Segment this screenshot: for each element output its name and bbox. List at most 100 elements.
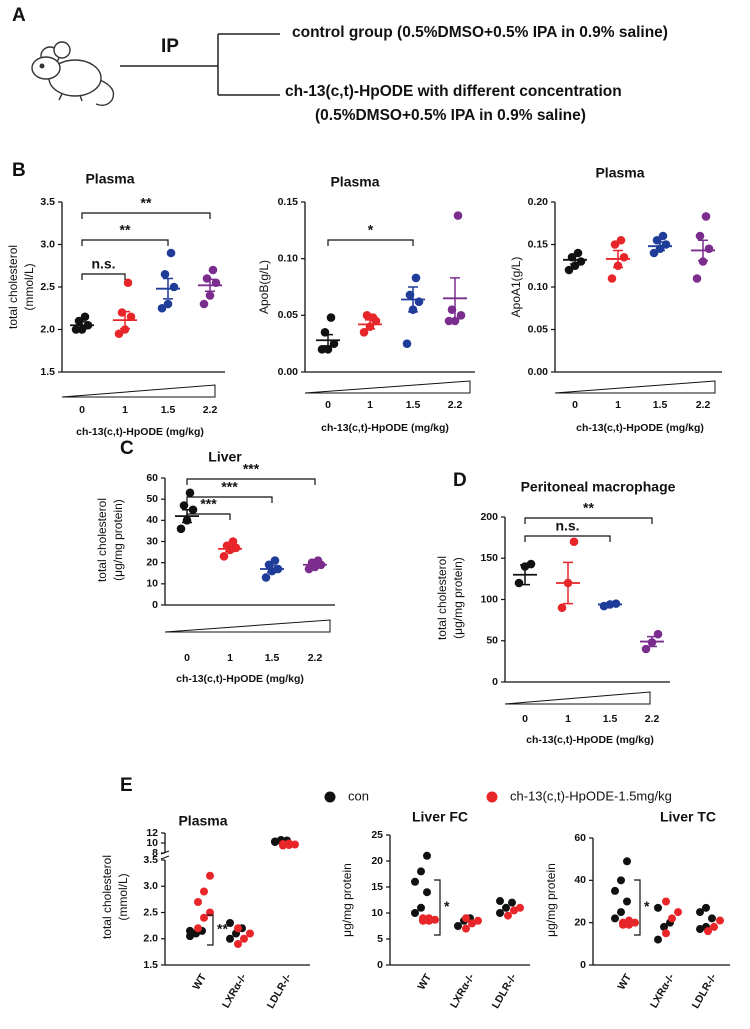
y-axis-label: total cholesterol bbox=[435, 556, 449, 640]
significance-label: ** bbox=[583, 500, 594, 516]
data-point bbox=[188, 505, 198, 515]
route-label: IP bbox=[161, 36, 179, 57]
data-point bbox=[660, 922, 668, 931]
panel-label: B bbox=[12, 160, 26, 181]
data-point bbox=[199, 299, 209, 309]
error-bar bbox=[450, 277, 460, 320]
error-bar bbox=[310, 561, 320, 568]
data-point bbox=[359, 328, 369, 337]
chart-title: Plasma bbox=[330, 174, 379, 190]
significance-bracket bbox=[186, 513, 231, 520]
y-axis-label: (mmol/L) bbox=[116, 873, 130, 920]
y-tick-label: 3.0 bbox=[40, 238, 55, 250]
x-tick-label: LDLR-/- bbox=[490, 971, 520, 1010]
y-tick-label: 1.5 bbox=[40, 366, 55, 378]
data-point bbox=[496, 909, 504, 917]
data-point bbox=[654, 935, 662, 944]
data-point bbox=[496, 897, 504, 906]
data-point bbox=[631, 918, 639, 927]
significance-bracket bbox=[327, 239, 414, 246]
y-tick-label: 12 bbox=[146, 827, 158, 839]
data-point bbox=[166, 248, 176, 258]
y-axis-label: (μg/mg protein) bbox=[111, 499, 125, 581]
y-tick-label: 0.10 bbox=[278, 252, 299, 264]
data-point bbox=[701, 212, 711, 221]
significance-label: * bbox=[644, 898, 650, 914]
data-point bbox=[623, 897, 631, 906]
data-point bbox=[80, 312, 90, 322]
y-tick-label: 60 bbox=[574, 832, 586, 844]
data-point bbox=[696, 925, 704, 934]
significance-bracket bbox=[81, 273, 126, 280]
data-point bbox=[194, 898, 202, 906]
significance-label: * bbox=[444, 898, 450, 914]
y-tick-label: 0.10 bbox=[528, 281, 549, 293]
data-point bbox=[160, 269, 170, 279]
chart-title: Liver TC bbox=[660, 809, 716, 825]
data-point bbox=[616, 235, 626, 245]
data-point bbox=[200, 913, 208, 922]
data-point bbox=[617, 908, 625, 917]
data-point bbox=[157, 303, 167, 313]
x-tick-label: 1.5 bbox=[265, 652, 280, 664]
significance-bracket bbox=[524, 535, 611, 542]
data-point bbox=[668, 914, 676, 923]
x-tick-label: 0 bbox=[325, 399, 331, 411]
data-point bbox=[431, 915, 439, 924]
error-bar bbox=[698, 239, 708, 262]
x-tick-label: LXRα-/- bbox=[448, 971, 477, 1010]
y-axis-label: total cholesterol bbox=[100, 855, 114, 939]
x-tick-label: 1.5 bbox=[603, 713, 618, 725]
y-tick-label: 0 bbox=[580, 959, 586, 971]
data-point bbox=[569, 537, 579, 547]
data-point bbox=[696, 908, 704, 917]
data-point bbox=[185, 488, 195, 498]
panel-label: D bbox=[453, 470, 467, 491]
error-bar bbox=[570, 254, 580, 265]
branch-label: ch-13(c,t)-HpODE with different concentr… bbox=[285, 83, 622, 100]
significance-bracket bbox=[434, 879, 441, 936]
data-point bbox=[514, 578, 524, 588]
significance-bracket bbox=[186, 478, 316, 485]
x-tick-label: WT bbox=[190, 971, 209, 992]
panel-label: C bbox=[120, 438, 134, 459]
data-point bbox=[71, 325, 81, 334]
y-tick-label: 10 bbox=[146, 837, 158, 849]
x-tick-label: 1.5 bbox=[406, 399, 421, 411]
data-point bbox=[202, 274, 212, 283]
error-bar bbox=[120, 310, 130, 330]
chart-title: Peritoneal macrophage bbox=[521, 479, 676, 495]
data-point bbox=[317, 345, 327, 354]
data-point bbox=[611, 886, 619, 895]
x-tick-label: LXRα-/- bbox=[648, 971, 677, 1010]
data-point bbox=[226, 919, 234, 927]
y-tick-label: 10 bbox=[146, 578, 158, 590]
x-axis-label: ch-13(c,t)-HpODE (mg/kg) bbox=[176, 673, 304, 685]
significance-bracket bbox=[634, 879, 641, 936]
y-tick-label: 50 bbox=[486, 635, 498, 647]
data-point bbox=[610, 240, 620, 249]
chart-title: Plasma bbox=[178, 813, 227, 829]
significance-bracket bbox=[186, 496, 273, 503]
y-tick-label: 1.5 bbox=[143, 959, 158, 971]
significance-label: *** bbox=[243, 461, 260, 477]
data-point bbox=[270, 556, 280, 565]
dose-wedge bbox=[61, 384, 216, 398]
legend-marker bbox=[324, 791, 336, 803]
data-point bbox=[508, 898, 516, 907]
x-tick-label: LXRα-/- bbox=[220, 971, 249, 1010]
data-point bbox=[200, 887, 208, 896]
data-point bbox=[176, 524, 186, 534]
x-tick-label: 1 bbox=[227, 652, 233, 664]
significance-label: *** bbox=[200, 496, 217, 512]
y-axis-label: μg/mg protein bbox=[544, 863, 558, 937]
data-point bbox=[234, 940, 242, 948]
diagram-lines bbox=[120, 33, 280, 96]
y-axis-label: total cholesterol bbox=[95, 498, 109, 582]
data-point bbox=[468, 919, 476, 928]
y-tick-label: 8 bbox=[152, 847, 158, 859]
x-tick-label: 0 bbox=[184, 652, 190, 664]
branch-label: control group (0.5%DMSO+0.5% IPA in 0.9%… bbox=[292, 24, 668, 41]
error-bar bbox=[655, 241, 665, 252]
data-point bbox=[323, 345, 333, 354]
